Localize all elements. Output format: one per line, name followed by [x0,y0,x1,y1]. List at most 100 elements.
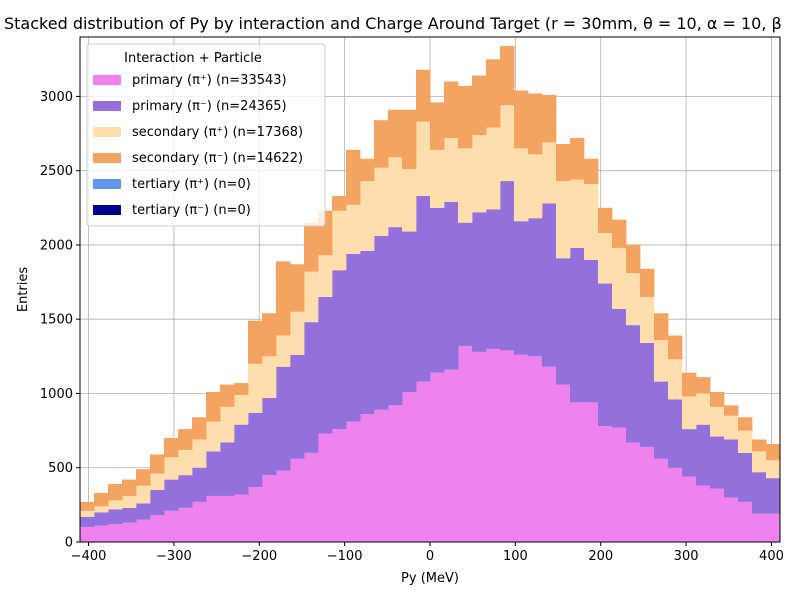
legend-entry: primary (π⁻) (n=24365) [132,99,287,114]
y-tick-label: 0 [65,536,73,551]
histogram-bar [458,148,473,223]
histogram-bar [80,527,95,542]
histogram-bar [430,102,445,150]
histogram-bar [542,366,557,542]
histogram-bar [668,399,683,468]
histogram-bar [332,270,347,430]
histogram-bar [640,446,655,542]
histogram-bar [248,487,263,542]
histogram-bar [430,372,445,542]
histogram-bar [556,143,571,182]
histogram-bar [248,320,263,364]
x-tick-label: 100 [503,549,528,564]
x-tick-label: 300 [674,549,699,564]
x-tick-label: 0 [426,549,434,564]
histogram-bar [626,244,641,274]
chart-title: Stacked distribution of Py by interactio… [4,14,782,33]
histogram-bar [94,506,109,513]
y-axis-ticks: 0 500 1000 1500 2000 2500 3000 [40,90,80,551]
histogram-bar [682,429,697,477]
histogram-bar [304,222,319,272]
histogram-bar [136,469,151,486]
histogram-bar [374,236,389,410]
histogram-bar [654,381,669,459]
histogram-bar [514,221,529,355]
histogram-bar [346,421,361,542]
x-tick-label: 200 [588,549,613,564]
histogram-bar [514,90,529,149]
histogram-bar [108,500,123,510]
histogram-bar [150,473,165,491]
histogram-bar [290,458,305,542]
histogram-bar [486,127,501,210]
histogram-bar [528,218,543,357]
y-tick-label: 3000 [40,90,73,105]
histogram-bar [668,359,683,400]
histogram-bar [164,479,179,511]
histogram-bar [318,296,333,434]
histogram-bar [710,391,725,407]
histogram-bar [122,479,137,496]
histogram-bars [80,45,781,542]
histogram-bar [528,154,543,219]
histogram-bar [584,158,599,185]
histogram-bar [752,439,767,452]
histogram-bar [290,264,305,312]
y-axis-label: Entries [16,267,31,313]
histogram-bar [584,259,599,403]
histogram-bar [500,350,515,542]
histogram-bar [192,467,207,502]
legend-entry: primary (π⁺) (n=33543) [132,73,287,88]
histogram-bar [248,412,263,488]
histogram-bar [584,402,599,542]
histogram-bar [472,212,487,352]
histogram-bar [402,231,417,392]
histogram-bar [206,421,221,452]
histogram-bar [220,406,235,443]
histogram-bar [766,460,781,479]
histogram-bar [486,59,501,128]
histogram-bar [416,195,431,382]
histogram-bar [752,513,767,542]
histogram-bar [220,384,235,407]
histogram-bar [752,472,767,514]
histogram-bar [486,348,501,542]
x-tick-label: −400 [71,549,107,564]
histogram-bar [262,313,277,357]
histogram-bar [738,452,753,502]
histogram-bar [472,75,487,136]
histogram-bar [136,485,151,504]
histogram-bar [626,273,641,326]
series-3 [80,105,781,517]
histogram-bar [472,351,487,542]
histogram-bar [458,345,473,542]
histogram-bar [164,438,179,458]
histogram-bar [220,442,235,496]
histogram-bar [234,494,249,542]
legend-entry: secondary (π⁻) (n=14622) [132,151,303,166]
histogram-bar [430,149,445,208]
histogram-bar [262,475,277,542]
histogram-bar [402,391,417,542]
histogram-bar [444,201,459,370]
y-tick-label: 500 [48,461,73,476]
x-axis-ticks: −400 −300 −200 −100 0 100 200 300 400 [71,542,784,564]
histogram-bar [388,405,403,542]
histogram-bar [500,105,515,182]
histogram-bar [570,402,585,542]
histogram-bar [766,478,781,514]
histogram-bar [752,451,767,473]
y-tick-label: 1500 [40,313,73,328]
legend: Interaction + Particle primary (π⁺) (n=3… [86,43,326,227]
histogram-bar [332,195,347,211]
histogram-bar [556,258,571,385]
histogram-bar [682,396,697,430]
histogram-bar [402,109,417,170]
x-tick-label: −200 [241,549,277,564]
histogram-bar [360,250,375,415]
histogram-bar [290,311,305,355]
histogram-bar [570,179,585,248]
histogram-bar [374,167,389,237]
histogram-bar [444,138,459,202]
